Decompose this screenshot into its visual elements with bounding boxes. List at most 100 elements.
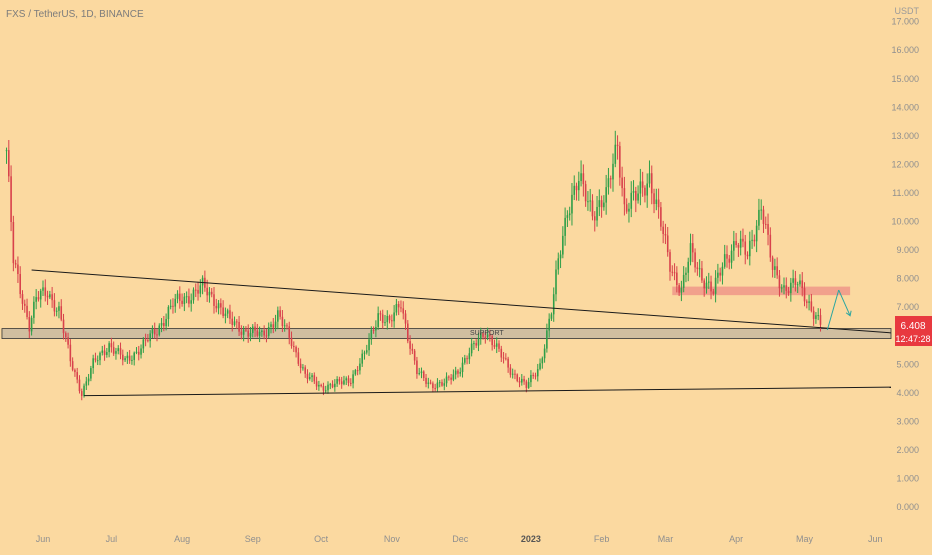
candle-body (274, 321, 277, 328)
candle-body (600, 200, 603, 208)
candle-body (249, 333, 252, 337)
candle-body (815, 315, 817, 319)
candle-body (701, 268, 703, 281)
candle-body (530, 374, 532, 383)
candle-body (85, 381, 88, 386)
candle-body (562, 235, 564, 255)
candle-body (391, 320, 393, 322)
candle-body (267, 327, 270, 336)
candle-body (108, 343, 110, 353)
candle-body (231, 318, 234, 325)
candle-body (365, 350, 368, 353)
candle-body (404, 313, 407, 324)
x-tick-label: Sep (245, 534, 261, 544)
candle-body (60, 306, 63, 320)
candle-body (356, 370, 359, 372)
candle-body (737, 244, 740, 248)
candle-body (169, 305, 172, 308)
candle-body (733, 241, 735, 251)
candle-body (386, 315, 389, 323)
candle-body (133, 352, 135, 360)
candle-body (229, 310, 231, 319)
zones-layer (1, 286, 892, 339)
candle-body (568, 213, 571, 216)
candle-body (525, 381, 528, 388)
candle-body (368, 339, 370, 351)
candle-body (8, 150, 10, 177)
candle-body (719, 272, 721, 276)
candle-body (552, 294, 555, 315)
candle-body (343, 380, 345, 385)
candle-body (534, 375, 537, 377)
candle-body (637, 193, 639, 201)
candle-body (388, 315, 391, 321)
candle-body (739, 238, 742, 248)
candle-body (760, 209, 762, 211)
candle-body (803, 288, 806, 302)
candle-body (345, 378, 348, 381)
candle-body (648, 173, 651, 184)
candle-body (422, 371, 425, 378)
candle-body (758, 209, 760, 226)
candle-body (573, 185, 576, 195)
candle-body (76, 372, 78, 380)
y-tick-label: 14.000 (891, 102, 919, 112)
candle-body (39, 290, 42, 300)
candle-body (559, 254, 562, 259)
candle-body (224, 313, 227, 316)
candle-body (156, 334, 158, 336)
candle-body (441, 382, 443, 386)
candle-body (256, 330, 259, 336)
candle-body (122, 354, 124, 361)
candle-body (523, 378, 525, 382)
candle-body (726, 254, 728, 259)
candle-body (347, 378, 350, 383)
support-label: SUPPORT (470, 330, 504, 337)
candle-body (630, 192, 633, 209)
candle-body (808, 301, 810, 303)
candle-body (286, 325, 288, 327)
candle-body (42, 287, 44, 291)
candle-body (411, 348, 414, 351)
candle-body (689, 243, 692, 262)
candle-body (320, 384, 322, 387)
y-tick-label: 2.000 (896, 445, 919, 455)
candle-body (69, 344, 72, 362)
candle-body (484, 336, 487, 338)
candle-body (65, 333, 67, 338)
candle-body (210, 291, 213, 295)
x-tick-label: Dec (452, 534, 469, 544)
x-tick-label: Apr (729, 534, 743, 544)
candle-body (491, 336, 493, 346)
candle-body (541, 358, 544, 364)
candle-body (254, 326, 256, 331)
y-tick-label: 12.000 (891, 159, 919, 169)
candle-body (281, 316, 284, 326)
candle-body (261, 330, 263, 332)
last-price-value: 6.408 (900, 321, 925, 332)
candle-body (71, 361, 74, 370)
candle-body (687, 261, 690, 273)
candle-body (153, 329, 156, 335)
candle-body (564, 217, 566, 236)
candle-body (331, 384, 334, 388)
support-zone (1, 328, 892, 339)
candle-body (664, 233, 667, 236)
candle-body (174, 298, 177, 307)
candle-body (418, 373, 420, 375)
candle-body (728, 258, 731, 263)
price-tag-box (895, 316, 932, 346)
candle-body (338, 379, 341, 382)
candle-body (363, 352, 366, 354)
symbol-title: FXS / TetherUS, 1D, BINANCE (6, 9, 144, 20)
last-price-tag: 6.408 12:47:28 (895, 316, 932, 346)
candle-body (176, 293, 179, 299)
candle-body (304, 367, 306, 374)
candle-body (302, 367, 304, 369)
candle-body (607, 178, 610, 188)
candle-body (78, 379, 81, 392)
candle-body (742, 238, 744, 242)
candle-body (536, 369, 539, 377)
